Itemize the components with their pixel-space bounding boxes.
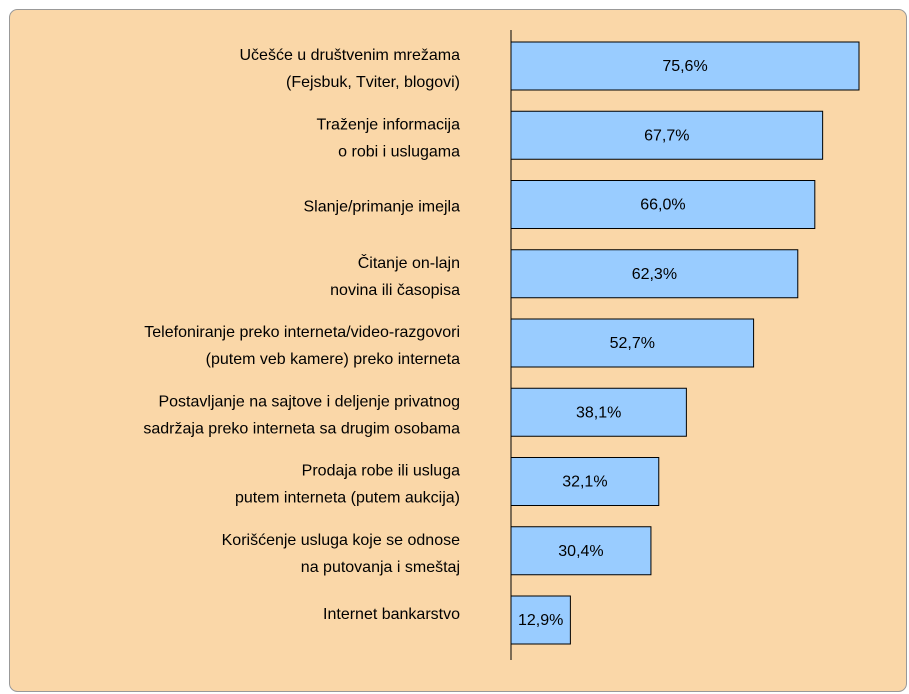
bar (510, 457, 660, 506)
category-label: Prodaja robe ili usluga (302, 463, 460, 480)
value-label: 62,3% (632, 266, 677, 283)
category-label: Slanje/primanje imejla (303, 199, 460, 216)
value-label: 67,7% (644, 127, 689, 144)
category-label: (Fejsbuk, Tviter, blogovi) (286, 74, 460, 91)
value-label: 75,6% (662, 58, 707, 75)
bar (510, 41, 860, 91)
category-label: novina ili časopisa (330, 282, 460, 299)
category-label: (putem veb kamere) preko interneta (206, 351, 460, 368)
category-label: putem interneta (putem aukcija) (235, 490, 460, 507)
value-label: 32,1% (562, 474, 607, 491)
bar (510, 110, 824, 160)
bar (510, 595, 571, 645)
value-label: 52,7% (610, 335, 655, 352)
category-label: Internet bankarstvo (323, 606, 460, 623)
category-label: Postavljanje na sajtove i deljenje priva… (158, 393, 460, 410)
category-label: Telefoniranje preko interneta/video-razg… (144, 324, 460, 341)
value-label: 66,0% (640, 197, 685, 214)
category-label: Čitanje on-lajn (358, 253, 460, 272)
value-label: 12,9% (518, 612, 563, 629)
category-label: Učešće u društvenim mrežama (239, 47, 460, 64)
bar (510, 249, 799, 299)
category-label: sadržaja preko interneta sa drugim osoba… (143, 420, 460, 437)
category-label: na putovanja i smeštaj (301, 559, 460, 576)
bar (510, 318, 755, 368)
category-label: o robi i uslugama (338, 143, 460, 160)
value-label: 38,1% (576, 404, 621, 421)
value-label: 30,4% (558, 543, 603, 560)
bar (510, 526, 652, 576)
bar (510, 387, 687, 437)
category-label: Traženje informacija (317, 116, 461, 133)
category-label: Korišćenje usluga koje se odnose (222, 532, 460, 549)
bar (510, 180, 816, 229)
